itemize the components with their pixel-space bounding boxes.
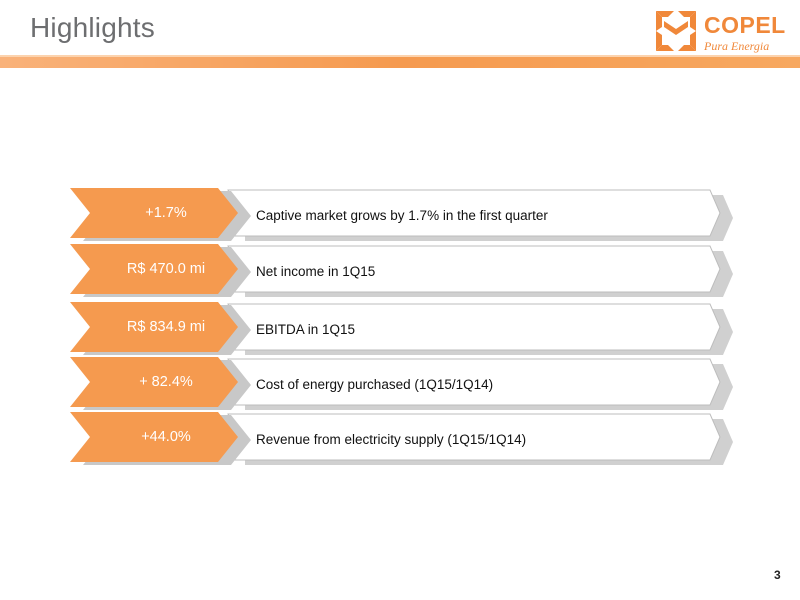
highlight-value: + 82.4% <box>139 374 193 390</box>
highlight-description: Cost of energy purchased (1Q15/1Q14) <box>256 376 494 392</box>
highlight-value: R$ 470.0 mi <box>126 261 206 277</box>
highlight-shapes <box>70 188 733 241</box>
highlight-value: +1.7% <box>145 205 187 221</box>
highlight-shapes <box>70 244 733 297</box>
logo-wordmark: COPEL <box>704 12 786 38</box>
title-underline <box>0 55 800 68</box>
page-title: Highlights <box>30 12 155 43</box>
copel-logo: COPEL Pura Energia <box>648 6 796 58</box>
copel-logo-icon <box>656 11 696 51</box>
highlight-value: +44.0% <box>141 429 191 445</box>
highlight-row: + 82.4% Cost of energy purchased (1Q15/1… <box>70 357 733 413</box>
highlight-row: R$ 470.0 mi Net income in 1Q15 <box>70 244 733 300</box>
highlight-row: +44.0% Revenue from electricity supply (… <box>70 412 733 468</box>
highlight-value: R$ 834.9 mi <box>126 319 206 335</box>
highlight-shapes <box>70 357 733 410</box>
highlight-description: Revenue from electricity supply (1Q15/1Q… <box>256 431 527 447</box>
highlight-description: EBITDA in 1Q15 <box>256 321 356 337</box>
highlight-shapes <box>70 302 733 355</box>
logo-tagline: Pura Energia <box>704 39 770 53</box>
highlight-description: Net income in 1Q15 <box>256 263 376 279</box>
highlight-row: +1.7% Captive market grows by 1.7% in th… <box>70 188 733 244</box>
highlight-description: Captive market grows by 1.7% in the firs… <box>256 207 548 223</box>
page-number: 3 <box>774 568 781 582</box>
highlight-shapes <box>70 412 733 465</box>
highlight-row: R$ 834.9 mi EBITDA in 1Q15 <box>70 302 733 358</box>
